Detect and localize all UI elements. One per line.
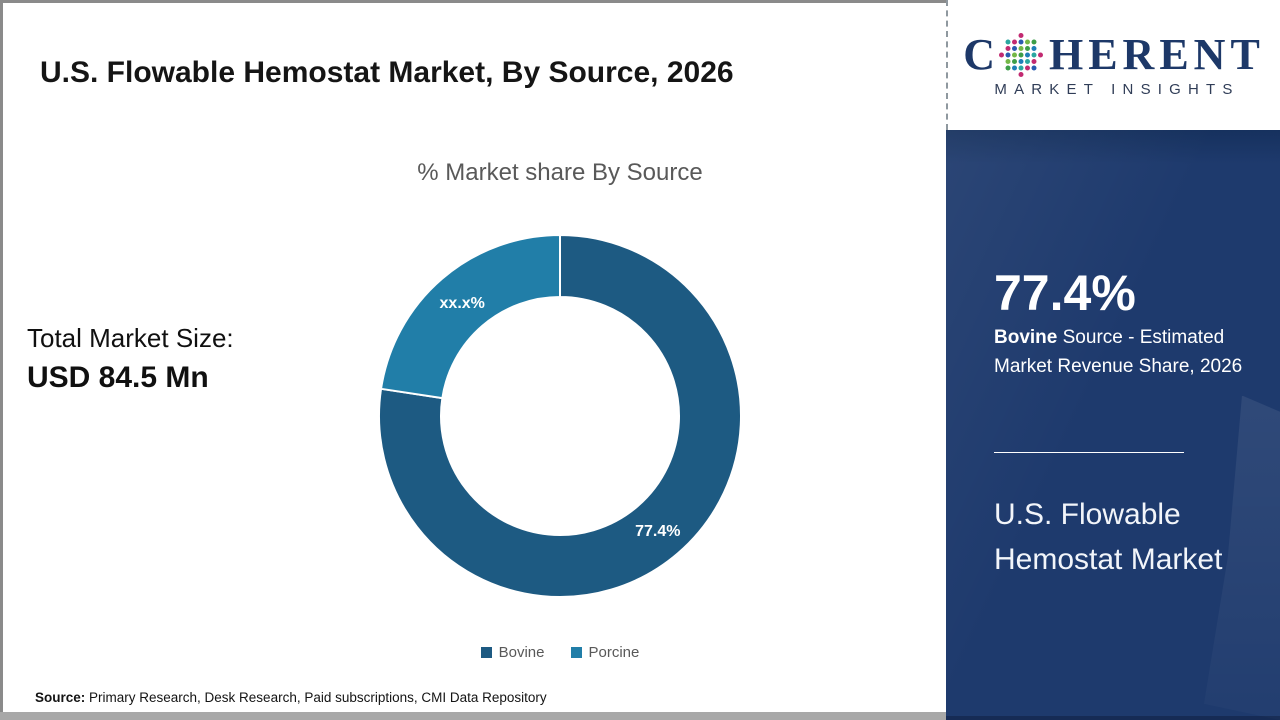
sidebar: 77.4% Bovine Source - Estimated Market R… [946, 130, 1280, 720]
logo-letter-c: C [963, 30, 995, 79]
logo-tagline: MARKET INSIGHTS [994, 81, 1240, 98]
legend-label-bovine: Bovine [498, 644, 545, 661]
logo-wordmark: C HERENT [963, 32, 1265, 78]
donut-slice-porcine [379, 233, 561, 400]
sidebar-stat-description: Bovine Source - Estimated Market Revenue… [994, 324, 1266, 381]
sidebar-stat-segment: Bovine [994, 327, 1058, 348]
sidebar-map-texture [946, 130, 1280, 720]
chart-subtitle: % Market share By Source [417, 159, 703, 186]
legend-label-porcine: Porcine [588, 644, 640, 661]
logo-letters-herent: HERENT [1048, 30, 1265, 79]
legend-swatch-porcine [570, 647, 582, 658]
page-title: U.S. Flowable Hemostat Market, By Source… [40, 56, 734, 90]
source-text: Primary Research, Desk Research, Paid su… [85, 690, 547, 705]
total-market-size-block: Total Market Size: USD 84.5 Mn [27, 323, 234, 395]
donut-slice-bovine [378, 233, 742, 598]
sidebar-market-name: U.S. Flowable Hemostat Market [994, 498, 1223, 576]
chart-legend: Bovine Porcine [310, 644, 810, 661]
frame-border-left [0, 0, 3, 720]
source-label: Source: [35, 690, 86, 705]
total-market-size-label: Total Market Size: [27, 323, 234, 353]
sidebar-stat-value: 77.4% [994, 265, 1136, 321]
slice-label-bovine: 77.4% [635, 523, 680, 540]
sidebar-stat-rest: Source - Estimated Market Revenue Share,… [994, 327, 1243, 377]
total-market-size-value: USD 84.5 Mn [27, 361, 209, 394]
logo: C HERENT MARKET INSIGHTS [946, 0, 1280, 130]
sidebar-divider [994, 452, 1184, 453]
legend-item-porcine: Porcine [570, 644, 640, 661]
frame-border-top [0, 0, 1280, 3]
bottom-strip [0, 712, 948, 720]
logo-globe-icon [998, 33, 1043, 77]
sidebar-bottom-shade [946, 716, 1280, 720]
legend-swatch-bovine [480, 647, 492, 658]
source-line: Source: Primary Research, Desk Research,… [35, 690, 547, 705]
donut-chart: 77.4% xx.x% [378, 233, 742, 598]
slice-label-porcine: xx.x% [440, 295, 485, 312]
legend-item-bovine: Bovine [480, 644, 545, 661]
